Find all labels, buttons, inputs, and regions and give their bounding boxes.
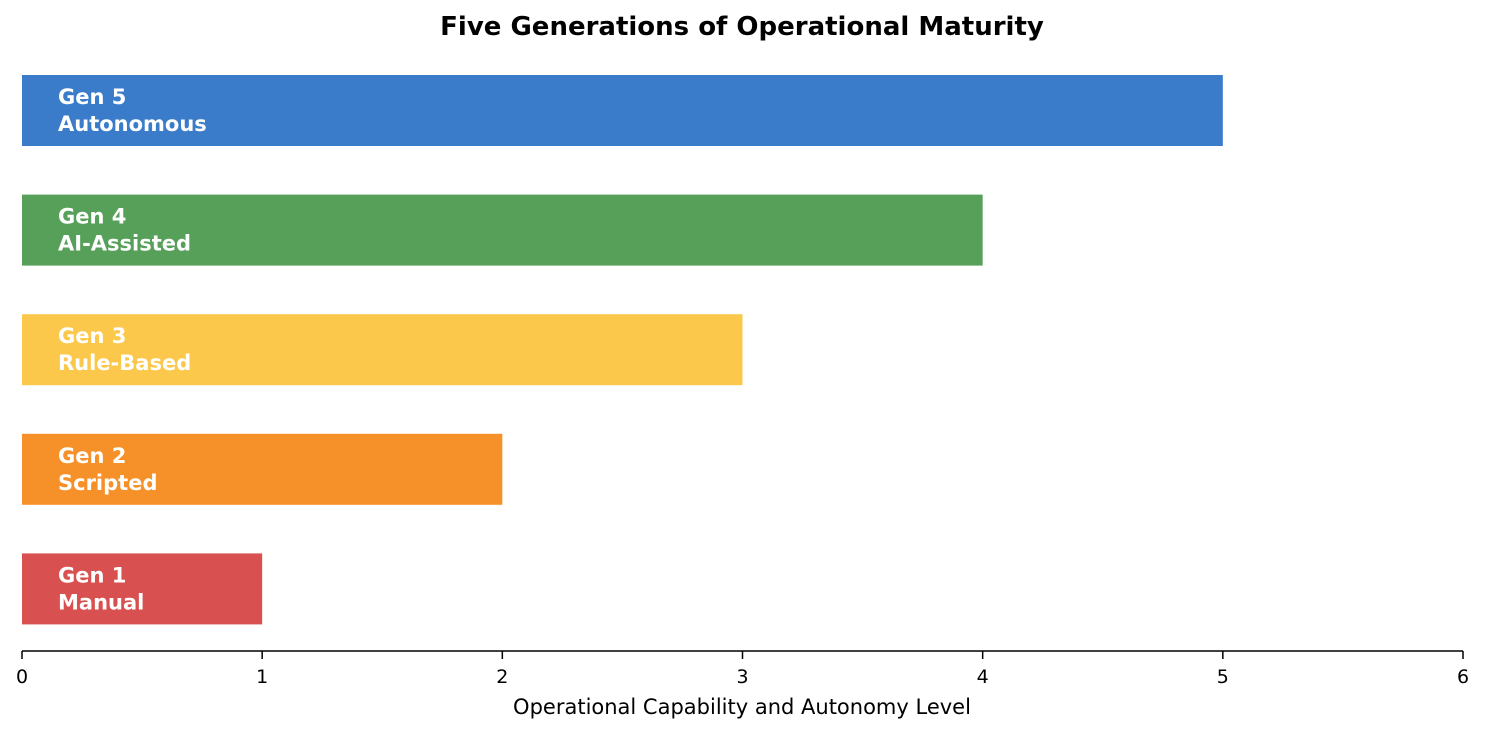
x-tick-label: 2 bbox=[496, 666, 508, 688]
bars-group: Gen 5 Autonomous Gen 4 AI-Assisted Gen 3 Rule… bbox=[22, 75, 1223, 625]
x-tick-label: 1 bbox=[256, 666, 268, 688]
bar-group: Gen 3 Rule-Based bbox=[22, 314, 743, 386]
bar-name-label: Scripted bbox=[58, 471, 157, 495]
bar-generation-label: Gen 1 bbox=[58, 563, 126, 587]
bar-generation-label: Gen 4 bbox=[58, 205, 126, 229]
chart-title: Five Generations of Operational Maturity bbox=[440, 12, 1044, 42]
bar-group: Gen 2 Scripted bbox=[22, 433, 503, 505]
x-tick-label: 6 bbox=[1457, 666, 1469, 688]
bar-name-label: AI-Assisted bbox=[58, 232, 191, 256]
bar-group: Gen 1 Manual bbox=[22, 553, 263, 625]
bar-name-label: Autonomous bbox=[58, 112, 207, 136]
x-tick-label: 0 bbox=[16, 666, 28, 688]
bar-generation-label: Gen 2 bbox=[58, 444, 126, 468]
x-axis-ticks: 0 1 2 3 4 5 6 bbox=[16, 651, 1469, 688]
bar-generation-label: Gen 5 bbox=[58, 85, 126, 109]
x-tick-label: 4 bbox=[977, 666, 989, 688]
bar bbox=[22, 194, 983, 266]
bar bbox=[22, 553, 263, 625]
bar-name-label: Manual bbox=[58, 590, 144, 614]
bar bbox=[22, 314, 743, 386]
x-axis-label: Operational Capability and Autonomy Leve… bbox=[513, 695, 971, 719]
bar-group: Gen 4 AI-Assisted bbox=[22, 194, 983, 266]
bar-generation-label: Gen 3 bbox=[58, 324, 126, 348]
x-tick-label: 3 bbox=[736, 666, 748, 688]
bar bbox=[22, 75, 1223, 146]
bar-name-label: Rule-Based bbox=[58, 351, 191, 375]
bar-group: Gen 5 Autonomous bbox=[22, 75, 1223, 146]
x-tick-label: 5 bbox=[1217, 666, 1229, 688]
bar bbox=[22, 433, 503, 505]
